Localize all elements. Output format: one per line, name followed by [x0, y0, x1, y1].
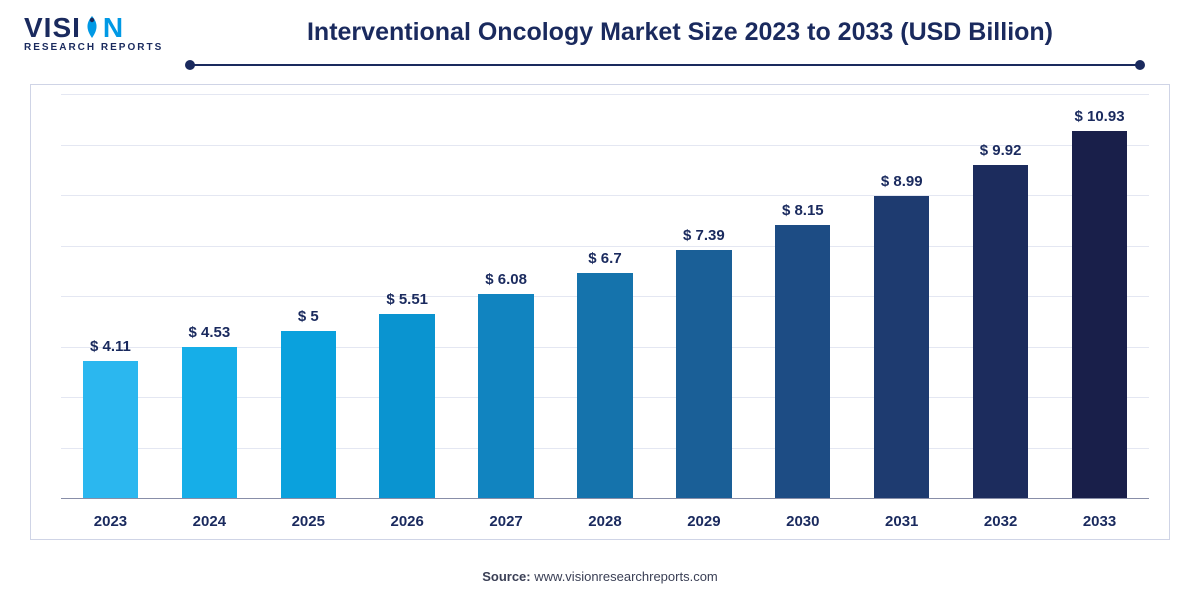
bar-slot: $ 5: [259, 95, 358, 499]
bar: [1072, 131, 1127, 499]
x-axis-label: 2032: [951, 503, 1050, 539]
bar-value-label: $ 6.08: [485, 271, 527, 288]
bar-value-label: $ 8.15: [782, 202, 824, 219]
bar: [775, 225, 830, 499]
bar-slot: $ 6.08: [457, 95, 556, 499]
logo-pre: VISI: [24, 12, 81, 43]
x-axis-label: 2029: [654, 503, 753, 539]
chart-title: Interventional Oncology Market Size 2023…: [190, 18, 1170, 47]
bar-slot: $ 4.53: [160, 95, 259, 499]
logo-post: N: [103, 12, 124, 43]
x-axis-label: 2024: [160, 503, 259, 539]
x-axis-label: 2027: [457, 503, 556, 539]
bar: [83, 361, 138, 499]
bar-value-label: $ 7.39: [683, 227, 725, 244]
brand-logo: VISI N RESEARCH REPORTS: [24, 14, 174, 53]
x-axis-label: 2031: [852, 503, 951, 539]
bar-value-label: $ 9.92: [980, 142, 1022, 159]
bar-value-label: $ 6.7: [588, 250, 621, 267]
source-value: www.visionresearchreports.com: [534, 569, 718, 584]
logo-line2: RESEARCH REPORTS: [24, 42, 174, 53]
bar-value-label: $ 4.53: [189, 324, 231, 341]
bar: [577, 273, 632, 499]
bars-container: $ 4.11 $ 4.53 $ 5 $ 5.51 $ 6.08 $ 6.7 $ 7.39 $ …: [61, 95, 1149, 499]
logo-swoosh-icon: [81, 14, 103, 40]
x-axis-label: 2026: [358, 503, 457, 539]
bar: [379, 314, 434, 500]
bar-slot: $ 8.99: [852, 95, 951, 499]
x-axis-line: [61, 498, 1149, 499]
x-axis-label: 2033: [1050, 503, 1149, 539]
x-axis-label: 2025: [259, 503, 358, 539]
source-label: Source:: [482, 569, 530, 584]
title-divider: [190, 64, 1140, 66]
bar: [478, 294, 533, 499]
bar: [874, 196, 929, 499]
bar-value-label: $ 5: [298, 308, 319, 325]
bar: [182, 347, 237, 500]
x-axis-labels: 2023202420252026202720282029203020312032…: [61, 503, 1149, 539]
bar-slot: $ 5.51: [358, 95, 457, 499]
source-line: Source: www.visionresearchreports.com: [0, 569, 1200, 584]
bar-slot: $ 7.39: [654, 95, 753, 499]
bar-value-label: $ 10.93: [1074, 108, 1124, 125]
x-axis-label: 2028: [556, 503, 655, 539]
bar-slot: $ 8.15: [753, 95, 852, 499]
x-axis-label: 2030: [753, 503, 852, 539]
plot-area: $ 4.11 $ 4.53 $ 5 $ 5.51 $ 6.08 $ 6.7 $ 7.39 $ …: [61, 95, 1149, 499]
bar-slot: $ 6.7: [556, 95, 655, 499]
x-axis-label: 2023: [61, 503, 160, 539]
bar-slot: $ 10.93: [1050, 95, 1149, 499]
bar-slot: $ 9.92: [951, 95, 1050, 499]
bar: [281, 331, 336, 499]
chart-frame: $ 4.11 $ 4.53 $ 5 $ 5.51 $ 6.08 $ 6.7 $ 7.39 $ …: [30, 84, 1170, 540]
bar-value-label: $ 8.99: [881, 173, 923, 190]
logo-line1: VISI N: [24, 14, 174, 42]
bar-slot: $ 4.11: [61, 95, 160, 499]
bar: [973, 165, 1028, 499]
bar-value-label: $ 5.51: [386, 291, 428, 308]
bar-value-label: $ 4.11: [90, 338, 131, 355]
bar: [676, 250, 731, 499]
